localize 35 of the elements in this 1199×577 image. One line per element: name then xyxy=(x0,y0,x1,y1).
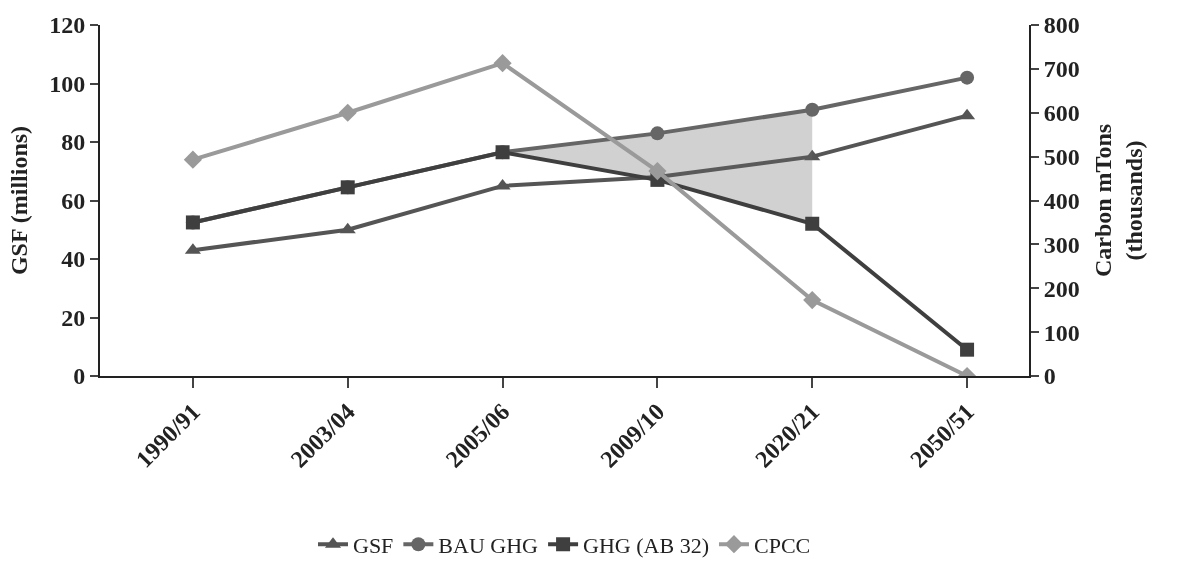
point xyxy=(183,150,202,169)
y2-tick-label: 100 xyxy=(1043,319,1080,346)
legend-label: GHG (AB 32) xyxy=(583,532,709,558)
point xyxy=(805,216,820,231)
point xyxy=(960,70,975,85)
y2-tick-label: 600 xyxy=(1043,100,1080,127)
point xyxy=(339,222,356,234)
y-axis-title: GSF (millions) xyxy=(5,125,32,276)
point xyxy=(650,126,665,141)
y-tick-label: 40 xyxy=(61,246,86,273)
y-tick-label: 20 xyxy=(61,304,86,331)
y2-tick-label: 200 xyxy=(1043,275,1080,302)
point xyxy=(803,291,822,310)
legend-label: GSF xyxy=(353,532,394,558)
y2-tick-label: 400 xyxy=(1043,187,1080,214)
y2-tick-label: 0 xyxy=(1043,363,1056,390)
point xyxy=(805,102,820,117)
y2-axis-title: Carbon mTons (thousands) xyxy=(1089,123,1147,278)
y-tick-label: 60 xyxy=(61,187,86,214)
y2-tick-label: 300 xyxy=(1043,231,1080,258)
y2-tick-label: 800 xyxy=(1043,12,1080,39)
y-tick-label: 100 xyxy=(49,70,86,97)
y-tick-label: 80 xyxy=(61,129,86,156)
point xyxy=(648,162,667,181)
y2-tick-label: 700 xyxy=(1043,56,1080,83)
point xyxy=(494,178,511,190)
y-tick-label: 0 xyxy=(73,363,86,390)
legend-label: BAU GHG xyxy=(438,532,539,558)
point xyxy=(960,342,975,357)
y-tick-label: 120 xyxy=(49,12,86,39)
point xyxy=(338,103,357,122)
point xyxy=(493,54,512,73)
legend-label: CPCC xyxy=(753,532,811,558)
point xyxy=(804,149,821,161)
y2-tick-label: 500 xyxy=(1043,144,1080,171)
